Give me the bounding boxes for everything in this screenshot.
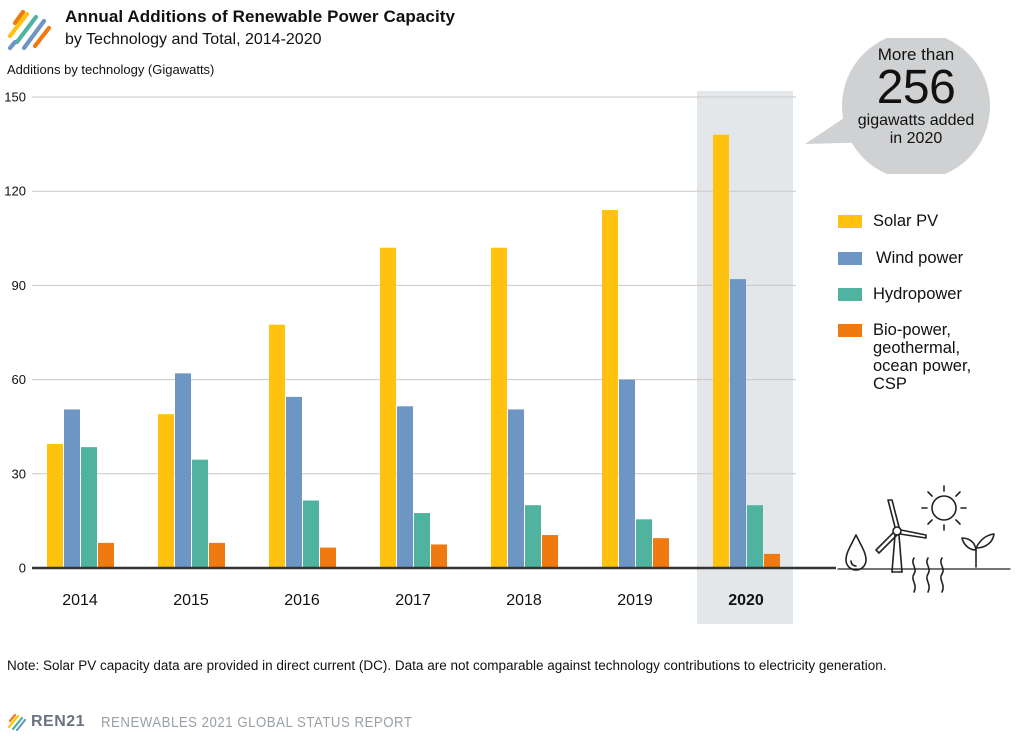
y-axis-label: Additions by technology (Gigawatts) [7, 62, 215, 77]
footer: REN21 RENEWABLES 2021 GLOBAL STATUS REPO… [7, 711, 455, 733]
legend-item-bio: Bio-power, geothermal, ocean power, CSP [838, 321, 993, 393]
heat-waves-icon [912, 557, 944, 593]
y-tick-label-0: 0 [19, 561, 26, 576]
bar-2019-0 [602, 210, 618, 569]
legend-label-solar: Solar PV [873, 212, 939, 230]
bar-2018-2 [525, 505, 541, 568]
bar-2017-3 [431, 544, 447, 568]
bar-2015-1 [175, 373, 191, 568]
wind-turbine-icon [875, 499, 927, 573]
bar-2017-0 [380, 247, 396, 568]
y-tick-label-30: 30 [12, 466, 26, 481]
legend-item-wind: Wind power [838, 249, 1008, 267]
footer-report: RENEWABLES 2021 GLOBAL STATUS REPORT [101, 713, 413, 731]
chart-subtitle: by Technology and Total, 2014-2020 [65, 31, 322, 48]
renewables-illustration [837, 485, 1011, 593]
bar-2020-3 [764, 553, 780, 568]
bar-2019-1 [619, 379, 635, 568]
y-tick-label-90: 90 [12, 278, 26, 293]
bar-2015-0 [158, 414, 174, 568]
bar-2020-0 [713, 134, 729, 568]
callout-bubble [805, 38, 990, 174]
bar-2017-1 [397, 406, 413, 568]
legend-label-wind: Wind power [876, 249, 964, 267]
bar-2016-1 [286, 396, 302, 568]
bar-2019-3 [653, 538, 669, 568]
bar-2016-0 [269, 324, 285, 568]
x-tick-label-2020: 2020 [728, 592, 764, 609]
legend-swatch-hydro [838, 288, 862, 301]
callout-value: 256 [876, 61, 956, 114]
bar-2016-3 [320, 547, 336, 568]
callout-pre: More than [877, 45, 955, 64]
bar-2017-2 [414, 513, 430, 568]
legend-swatch-bio [838, 324, 862, 337]
bar-2015-2 [192, 459, 208, 568]
sun-icon [921, 485, 967, 531]
footer-brand: REN21 [31, 713, 86, 730]
ren21-logo-icon [7, 9, 52, 51]
y-tick-label-120: 120 [4, 184, 26, 199]
bar-2018-0 [491, 247, 507, 568]
bar-2020-1 [730, 279, 746, 568]
bar-2018-1 [508, 409, 524, 568]
water-drop-icon [845, 534, 867, 571]
legend-swatch-wind [838, 252, 862, 265]
y-tick-label-60: 60 [12, 372, 26, 387]
bar-chart: 0 30 60 90 120 150 2014 2015 2016 2017 2018 2019 202… [4, 90, 836, 624]
bar-2014-2 [81, 447, 97, 568]
bar-2015-3 [209, 542, 225, 568]
callout-text: More than 256 gigawatts added in 2020 [843, 44, 989, 148]
x-tick-label-2014: 2014 [62, 592, 98, 609]
legend: Solar PV Wind power Hydropower Bio-power… [838, 212, 1008, 393]
x-tick-label-2019: 2019 [617, 592, 653, 609]
bar-2014-0 [47, 443, 63, 568]
legend-item-solar: Solar PV [838, 212, 1008, 230]
legend-item-hydro: Hydropower [838, 285, 1008, 303]
chart-title: Annual Additions of Renewable Power Capa… [65, 7, 456, 26]
bar-2014-1 [64, 409, 80, 568]
y-tick-label-150: 150 [4, 90, 26, 105]
chart-note: Note: Solar PV capacity data are provide… [7, 658, 887, 673]
bar-2018-3 [542, 535, 558, 568]
ren21-logo-icon [7, 713, 27, 732]
bar-2020-2 [747, 505, 763, 568]
bar-2014-3 [98, 542, 114, 568]
bar-2016-2 [303, 500, 319, 568]
legend-swatch-solar [838, 215, 862, 228]
x-tick-label-2017: 2017 [395, 592, 431, 609]
plant-sprout-icon [961, 533, 995, 568]
x-tick-label-2015: 2015 [173, 592, 209, 609]
bar-2019-2 [636, 519, 652, 568]
legend-label-hydro: Hydropower [873, 285, 962, 303]
callout-post-1: gigawatts added [857, 112, 975, 129]
legend-label-bio: Bio-power, geothermal, ocean power, CSP [873, 321, 972, 393]
callout-post-2: in 2020 [889, 130, 943, 147]
x-tick-label-2018: 2018 [506, 592, 542, 609]
x-tick-label-2016: 2016 [284, 592, 320, 609]
